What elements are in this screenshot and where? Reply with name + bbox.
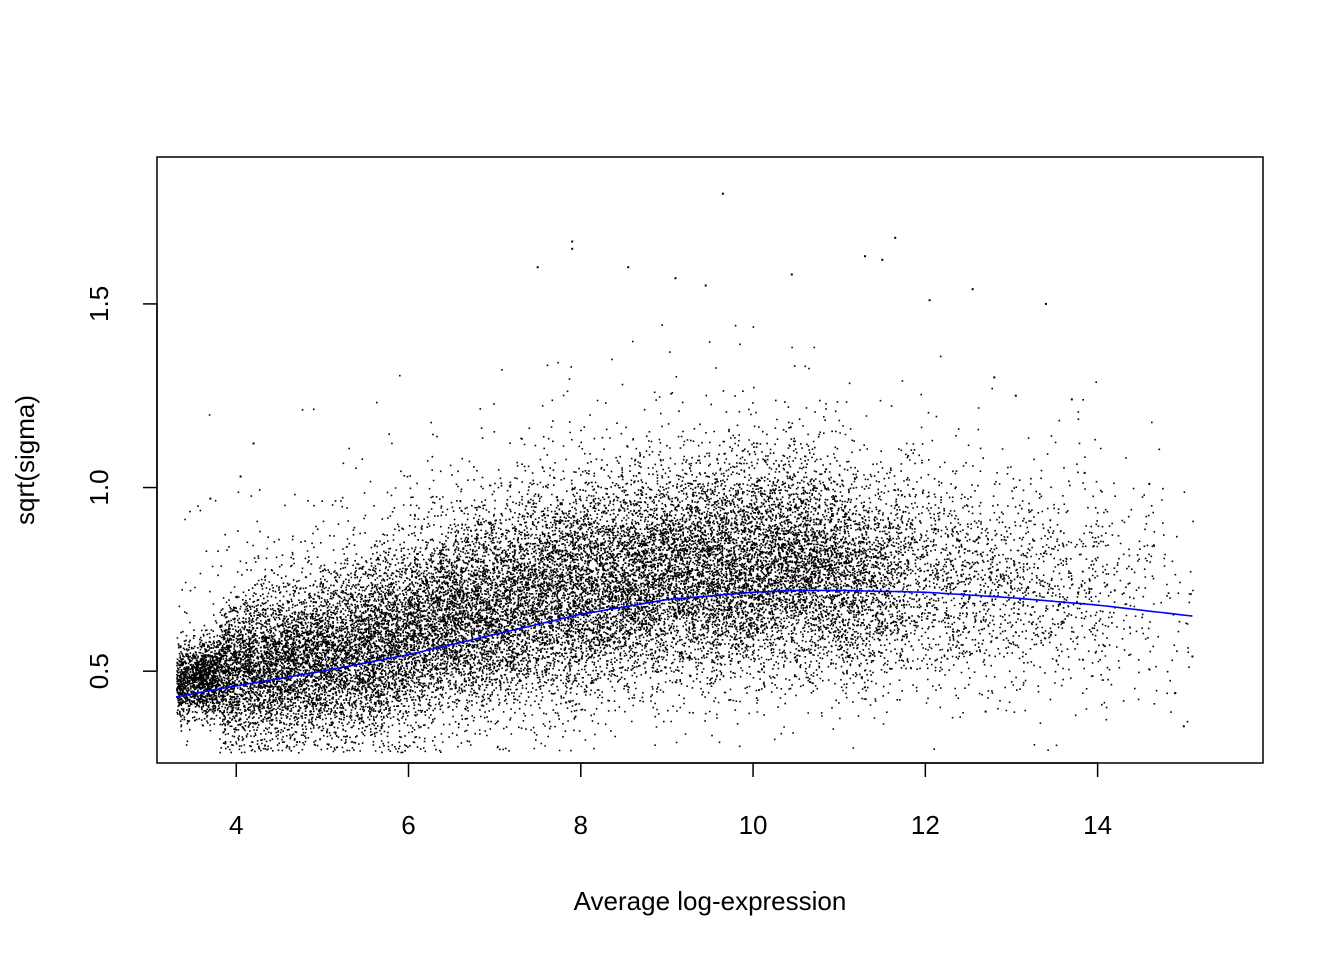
outlier-point bbox=[928, 299, 931, 302]
outlier-point bbox=[571, 240, 574, 243]
outlier-point bbox=[721, 192, 724, 195]
outlier-point bbox=[239, 475, 242, 478]
x-tick-label: 12 bbox=[911, 810, 940, 840]
outlier-point bbox=[674, 277, 677, 280]
outlier-point bbox=[1191, 655, 1194, 658]
outlier-point bbox=[993, 376, 996, 379]
outlier-point bbox=[984, 710, 987, 713]
outlier-point bbox=[571, 247, 574, 250]
outlier-point bbox=[209, 497, 212, 500]
outlier-point bbox=[627, 266, 630, 269]
trend-line bbox=[175, 589, 1193, 698]
x-axis: 4 6 8 10 12 14 bbox=[229, 762, 1112, 840]
outlier-point bbox=[536, 266, 539, 269]
outlier-point bbox=[1083, 471, 1086, 474]
y-axis: 0.5 1.0 1.5 bbox=[84, 286, 158, 689]
scatter-point-cloud bbox=[176, 324, 1194, 754]
x-tick-label: 4 bbox=[229, 810, 243, 840]
scatter-points bbox=[176, 192, 1194, 754]
outlier-point bbox=[1014, 394, 1017, 397]
outlier-point bbox=[1148, 482, 1151, 485]
outlier-point bbox=[864, 255, 866, 258]
y-tick-label: 1.5 bbox=[84, 286, 114, 322]
outlier-point bbox=[1044, 302, 1047, 305]
y-axis-label: sqrt(sigma) bbox=[10, 395, 40, 525]
outlier-point bbox=[894, 236, 897, 239]
outlier-point bbox=[971, 288, 974, 291]
x-axis-label: Average log-expression bbox=[574, 886, 847, 916]
y-tick-label: 0.5 bbox=[84, 653, 114, 689]
outlier-point bbox=[1182, 725, 1185, 728]
y-tick-label: 1.0 bbox=[84, 469, 114, 505]
outlier-point bbox=[252, 442, 255, 445]
x-tick-label: 6 bbox=[401, 810, 415, 840]
outlier-point bbox=[1070, 398, 1073, 401]
x-tick-label: 8 bbox=[574, 810, 588, 840]
outlier-point bbox=[1113, 589, 1116, 592]
outlier-point bbox=[704, 284, 707, 287]
outlier-point bbox=[1174, 692, 1177, 695]
x-tick-label: 10 bbox=[739, 810, 768, 840]
x-tick-label: 14 bbox=[1083, 810, 1112, 840]
outlier-point bbox=[790, 273, 793, 276]
outlier-point bbox=[881, 258, 884, 261]
